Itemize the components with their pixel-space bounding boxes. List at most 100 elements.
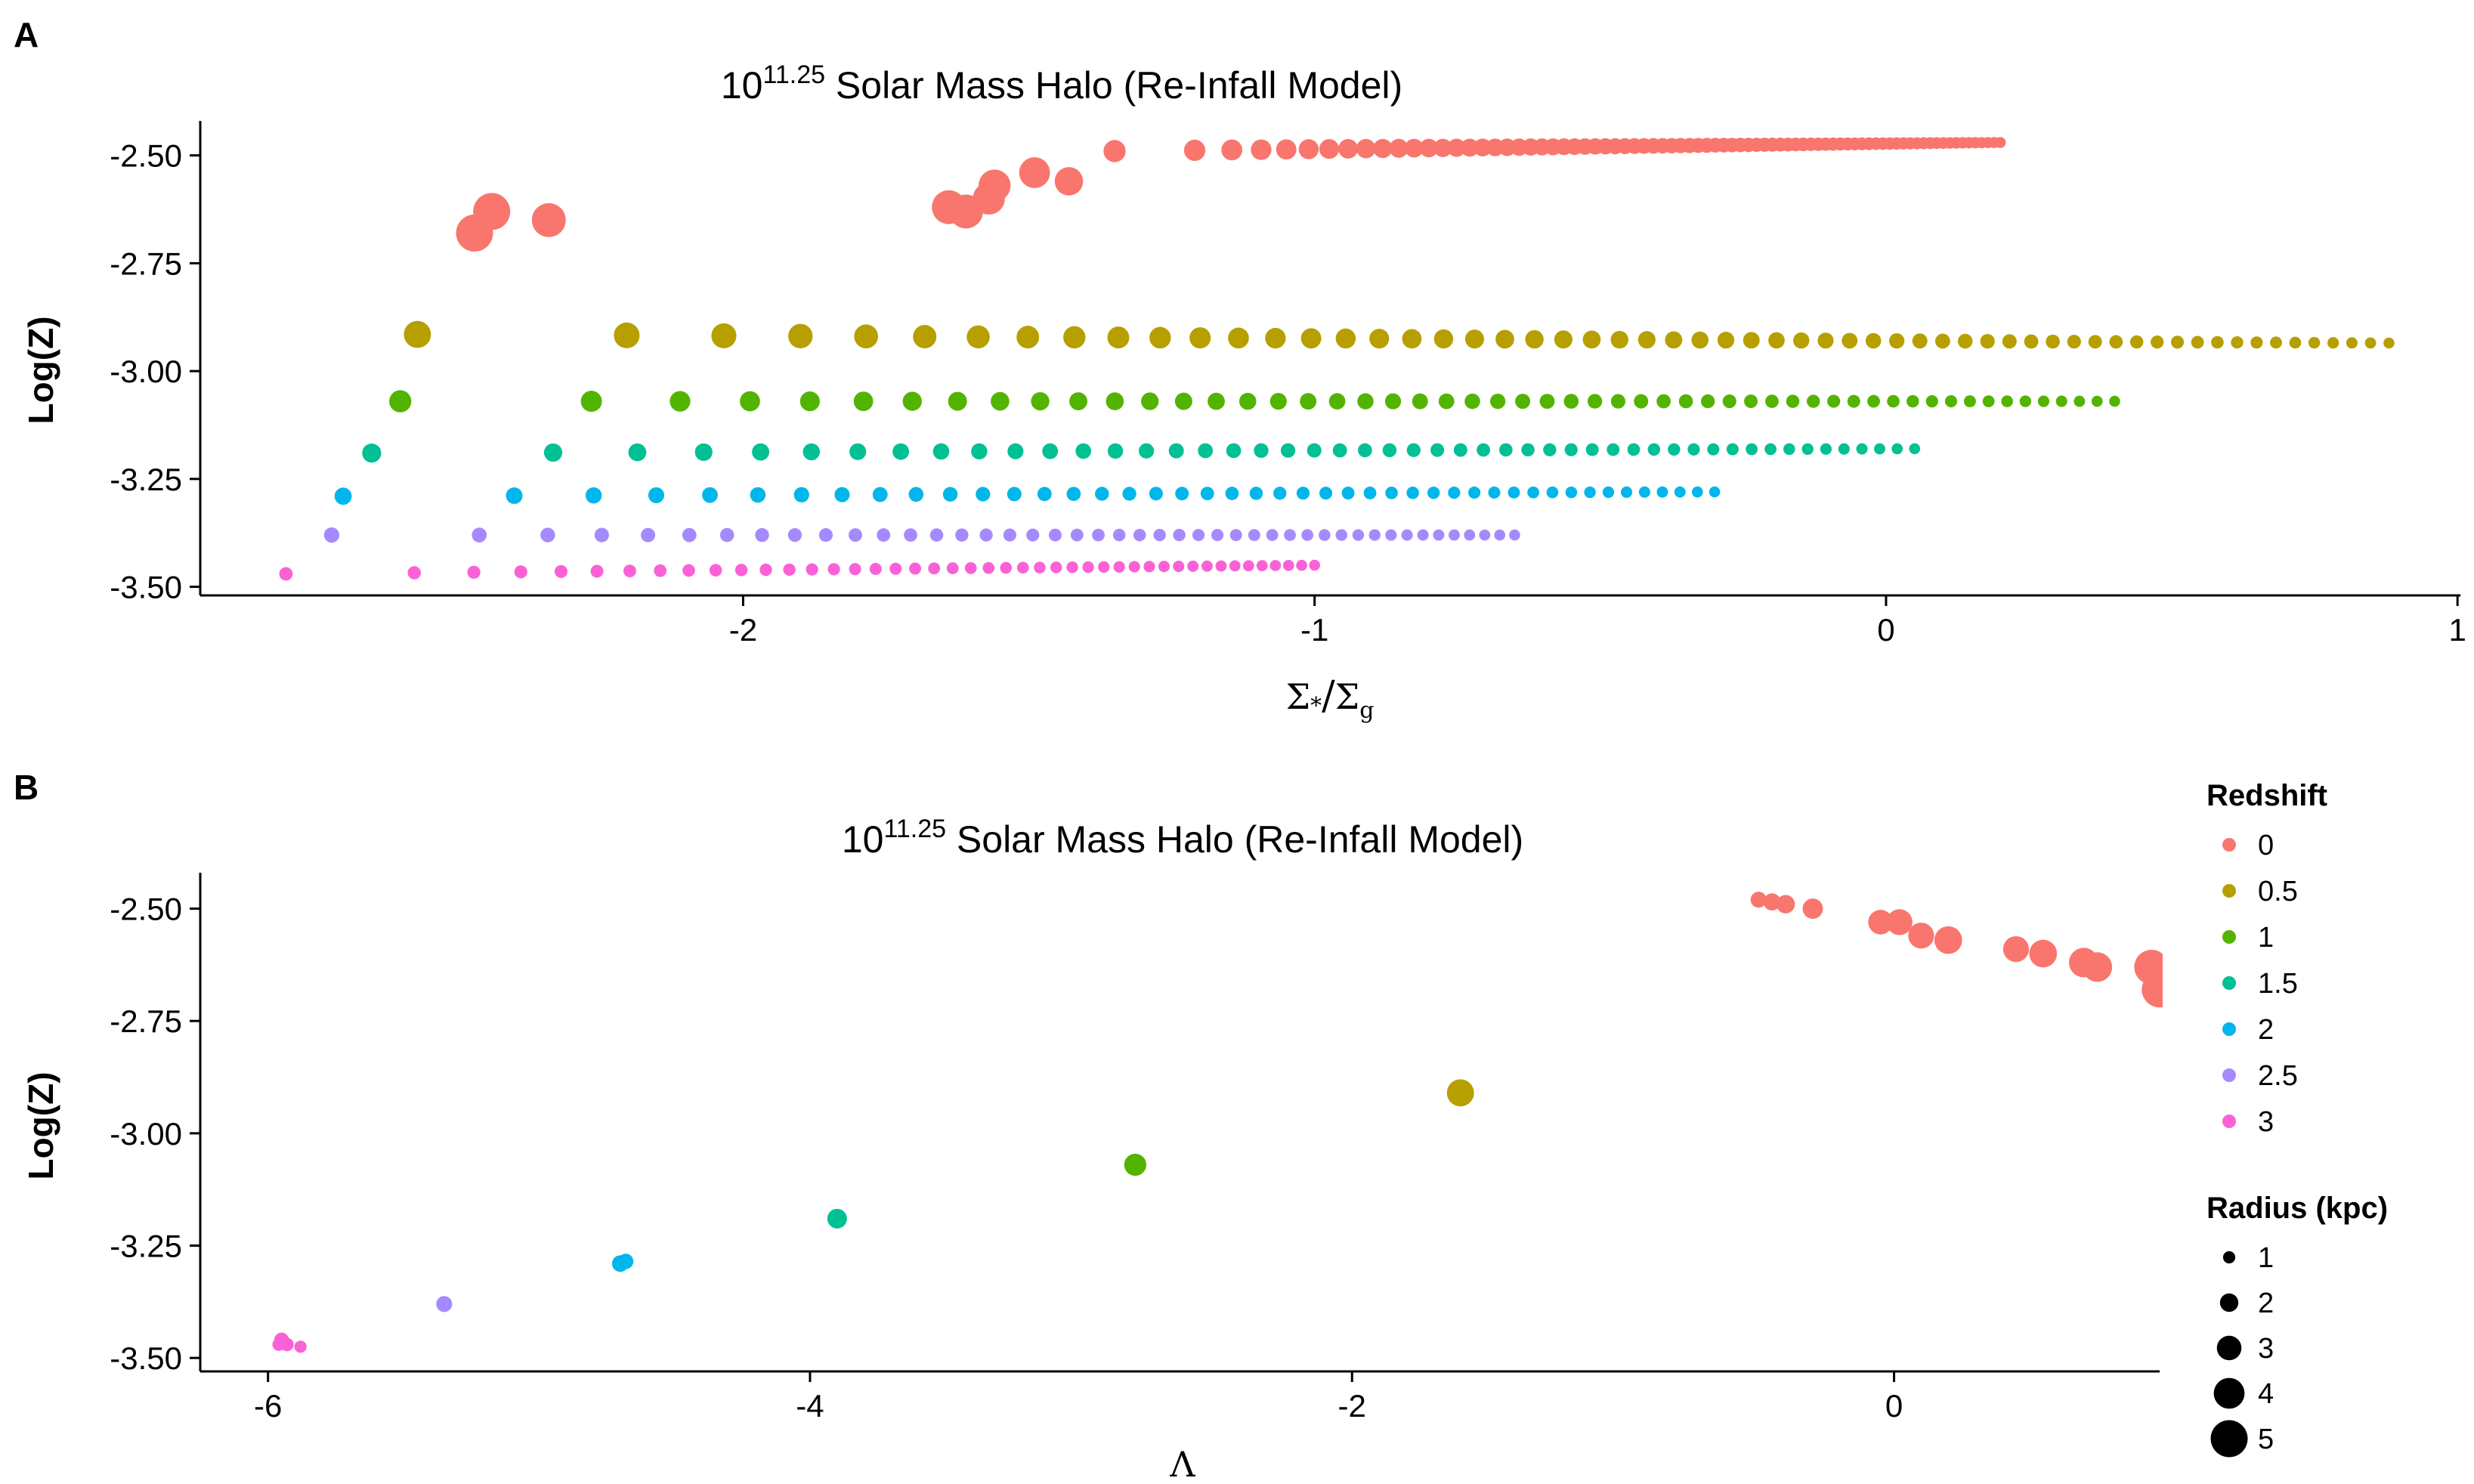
data-point [909, 562, 922, 575]
y-tick-label: -3.00 [110, 1116, 182, 1152]
data-point [1446, 1079, 1474, 1107]
data-point [1765, 394, 1779, 408]
data-point [1888, 333, 1905, 349]
data-point [1963, 395, 1976, 408]
data-point [1215, 560, 1227, 572]
data-point [1746, 443, 1758, 456]
data-point [1300, 328, 1322, 349]
data-point [966, 325, 990, 349]
data-point [1827, 394, 1841, 408]
data-point [2002, 935, 2030, 963]
data-point [1003, 528, 1016, 542]
data-point [1554, 330, 1573, 349]
data-point [1298, 139, 1319, 159]
data-point [2001, 395, 2013, 407]
y-tick-label: -3.00 [110, 354, 182, 389]
x-tick-label: -1 [1300, 612, 1328, 648]
data-point [719, 527, 734, 543]
legend-swatch [2222, 930, 2236, 944]
data-point [1700, 394, 1715, 409]
data-point [1328, 393, 1346, 410]
data-point [913, 325, 937, 349]
data-point [892, 443, 910, 460]
data-point [1887, 394, 1900, 408]
data-point [2091, 395, 2103, 407]
data-point [682, 564, 695, 577]
data-point [1389, 138, 1409, 158]
data-point [799, 391, 820, 412]
data-point [1385, 529, 1397, 541]
legend-swatch [2222, 976, 2236, 990]
data-point [279, 567, 293, 581]
x-tick-label: -2 [1338, 1388, 1366, 1424]
data-point [1198, 443, 1214, 459]
data-point [1173, 561, 1185, 573]
data-point [1133, 528, 1146, 542]
data-point [1284, 529, 1296, 541]
data-point [1925, 394, 1938, 408]
data-point [585, 487, 602, 504]
legend-size-swatch [2213, 1377, 2245, 1409]
data-point [1934, 926, 1962, 954]
panel-b-title-exp: 11.25 [883, 815, 946, 843]
data-point [1034, 561, 1046, 574]
data-point [531, 203, 566, 237]
data-point [1486, 138, 1505, 156]
panel-b-label: B [14, 768, 39, 807]
data-point [1242, 560, 1254, 572]
data-point [654, 564, 667, 577]
data-point [709, 564, 722, 577]
panel-a-label: A [14, 15, 39, 54]
data-point [1477, 443, 1490, 457]
data-point [1527, 486, 1539, 499]
data-point [1016, 326, 1040, 349]
data-point [1112, 528, 1126, 542]
data-point [473, 193, 511, 230]
legend-label: 1 [2258, 922, 2274, 954]
data-point [1183, 139, 1206, 162]
y-tick-label: -2.75 [110, 246, 182, 281]
legend-swatch [2222, 884, 2236, 898]
data-point [1656, 394, 1671, 409]
data-point [1494, 529, 1506, 541]
data-point [877, 528, 891, 542]
data-point [1768, 332, 1785, 349]
data-point [1273, 487, 1287, 500]
data-point [1807, 394, 1820, 408]
data-point [594, 527, 609, 543]
data-point [1982, 395, 1995, 407]
data-point [1063, 326, 1086, 349]
legend-size-label: 2 [2258, 1288, 2274, 1319]
data-point [1249, 487, 1263, 500]
data-point [2055, 395, 2067, 407]
data-point [702, 487, 718, 503]
data-point [2171, 335, 2185, 349]
panel-b-title-rest: Solar Mass Halo (Re-Infall Model) [946, 818, 1523, 861]
y-tick-label: -2.75 [110, 1003, 182, 1039]
data-point [1369, 329, 1390, 349]
data-point [1980, 334, 1995, 349]
data-point [641, 527, 656, 543]
legend-size-swatch [2216, 1335, 2242, 1361]
data-point [1750, 892, 1767, 908]
data-point [834, 487, 850, 502]
data-point [1138, 443, 1155, 459]
data-point [2231, 335, 2244, 349]
data-point [1647, 443, 1661, 456]
data-point [1620, 486, 1633, 498]
data-point [617, 1254, 634, 1269]
data-point [1406, 486, 1419, 499]
data-point [1610, 330, 1628, 349]
data-point [1433, 529, 1445, 541]
data-point [2024, 334, 2039, 349]
data-point [2151, 335, 2164, 349]
data-point [1468, 486, 1481, 499]
data-point [1332, 443, 1347, 458]
data-point [2082, 952, 2113, 982]
data-point [1637, 331, 1656, 349]
data-point [853, 391, 874, 411]
data-point [928, 562, 941, 575]
x-tick-label: -4 [796, 1388, 824, 1424]
data-point [1764, 443, 1777, 456]
